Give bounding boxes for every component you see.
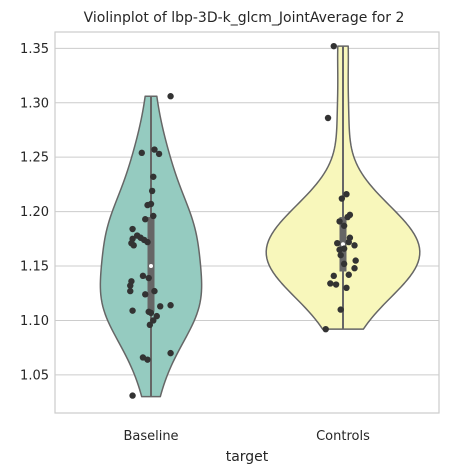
data-point [145,274,152,282]
data-point [337,251,344,259]
data-point [345,271,352,278]
data-point [129,225,136,233]
y-tick-label: 1.35 [20,42,49,57]
data-point [129,392,136,399]
y-tick-label: 1.10 [20,314,49,329]
data-point [151,287,158,295]
data-point [142,291,149,298]
data-point [127,287,134,295]
data-point [332,281,340,288]
x-axis-title: target [226,449,269,465]
data-point [129,307,136,314]
data-point [144,238,151,246]
median-marker [341,242,345,247]
data-point [340,222,348,229]
data-point [330,272,337,280]
data-point [148,187,156,195]
data-point [343,284,350,292]
data-point [130,242,137,249]
data-point [352,257,359,264]
data-point [146,321,154,329]
data-point [167,302,174,309]
data-point [147,200,155,208]
median-marker [149,264,153,269]
data-point [127,282,134,289]
data-point [322,325,329,333]
data-point [157,303,164,310]
data-point [139,272,147,280]
data-point [150,212,157,220]
data-point [144,356,151,363]
data-point [138,149,145,157]
data-point [153,312,160,320]
plot-frame [54,31,440,414]
data-point [334,239,341,247]
y-tick-label: 1.30 [20,96,49,111]
y-tick-label: 1.05 [20,368,49,383]
data-point [142,216,149,223]
data-point [327,280,334,287]
data-point [351,265,358,272]
y-tick-labels: 1.05 1.10 1.15 1.20 1.25 1.30 1.35 [20,42,49,384]
chart-title: Violinplot of lbp-3D-k_glcm_JointAverage… [84,10,405,26]
data-point [344,213,351,221]
y-tick-label: 1.20 [20,205,49,220]
box-plots [147,46,347,397]
data-point [324,114,332,122]
data-point [343,190,350,198]
y-tick-label: 1.25 [20,151,49,166]
data-point [336,218,343,225]
data-point [167,93,174,100]
strip-points [127,42,359,399]
data-point [150,173,157,180]
data-point [345,238,352,246]
x-tick-label: Controls [316,429,370,444]
x-tick-labels: Baseline Controls [123,429,370,444]
data-point [337,306,344,313]
data-point [351,242,358,249]
data-point [167,349,174,357]
data-point [155,150,163,158]
data-point [340,260,348,268]
data-point [336,246,343,253]
y-tick-label: 1.15 [20,260,49,275]
x-tick-label: Baseline [123,429,178,444]
data-point [147,309,155,317]
data-point [330,42,337,50]
data-point [151,146,158,153]
data-point [338,195,346,202]
data-point [150,317,157,324]
